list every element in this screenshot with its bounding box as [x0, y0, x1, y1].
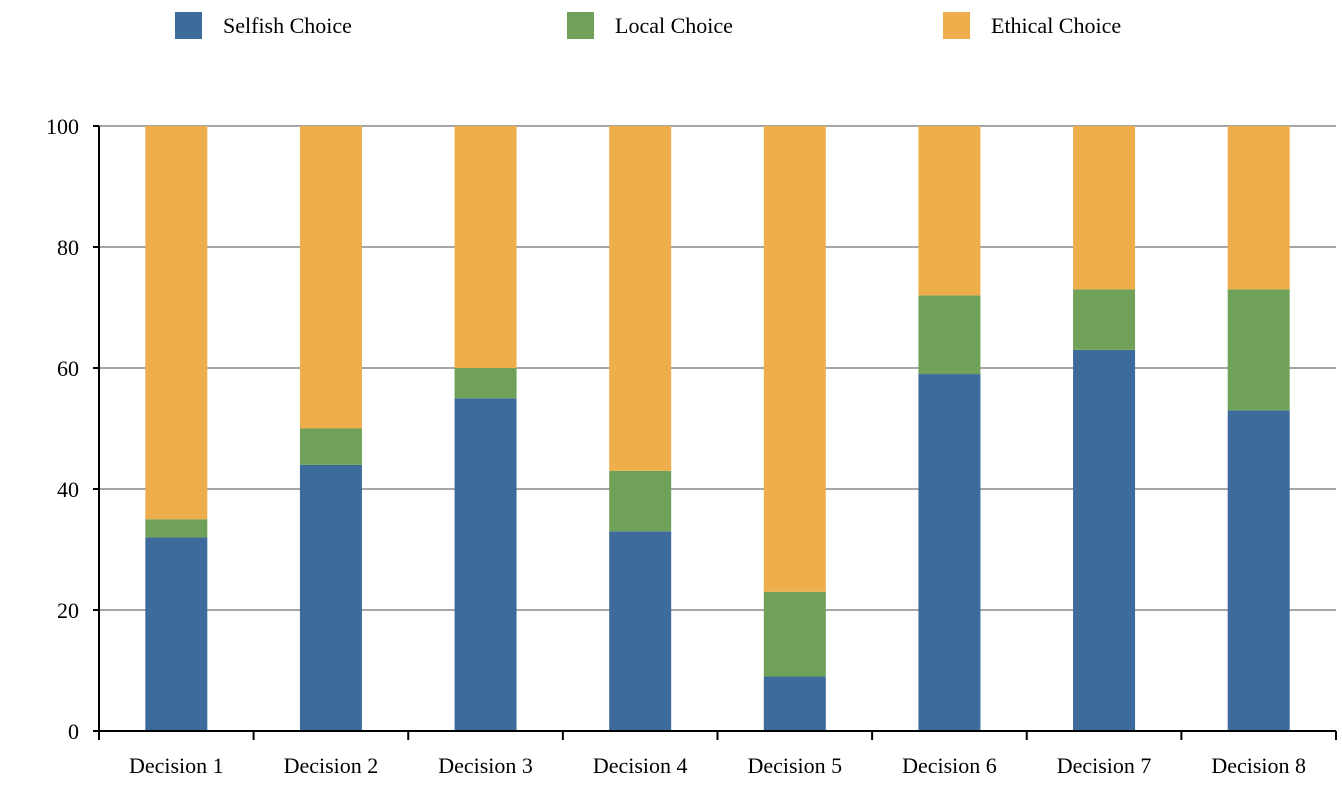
y-tick-label: 40	[57, 477, 79, 502]
bar-segment-ethical-choice	[145, 126, 208, 520]
bar-segment-ethical-choice	[299, 126, 362, 429]
bar-segment-local-choice	[609, 470, 672, 532]
x-tick-label: Decision 7	[1057, 753, 1152, 778]
legend-label: Ethical Choice	[991, 13, 1121, 38]
bar-segment-ethical-choice	[918, 126, 981, 296]
y-tick-label: 0	[68, 719, 79, 744]
legend-swatch	[943, 12, 970, 39]
bar-segment-ethical-choice	[763, 126, 826, 592]
bar-segment-selfish-choice	[918, 374, 981, 731]
bar-segment-selfish-choice	[454, 398, 517, 731]
legend-label: Selfish Choice	[223, 13, 352, 38]
x-tick-label: Decision 5	[747, 753, 842, 778]
bars	[145, 126, 1290, 731]
y-tick-label: 60	[57, 356, 79, 381]
bar-segment-ethical-choice	[609, 126, 672, 471]
bar-segment-ethical-choice	[1073, 126, 1136, 290]
bar-segment-selfish-choice	[299, 464, 362, 731]
bar-segment-selfish-choice	[1073, 349, 1136, 731]
bar-segment-selfish-choice	[1227, 410, 1290, 731]
bar-segment-local-choice	[1227, 289, 1290, 411]
x-tick-label: Decision 3	[438, 753, 533, 778]
x-tick-label: Decision 6	[902, 753, 997, 778]
bar-segment-selfish-choice	[763, 676, 826, 731]
bar-segment-local-choice	[1073, 289, 1136, 350]
bar-segment-local-choice	[454, 368, 517, 399]
bar-segment-selfish-choice	[145, 537, 208, 731]
y-tick-label: 100	[46, 114, 79, 139]
legend-label: Local Choice	[615, 13, 733, 38]
bar-segment-local-choice	[763, 591, 826, 677]
bar-segment-local-choice	[145, 519, 208, 538]
y-tick-label: 80	[57, 235, 79, 260]
x-tick-label: Decision 8	[1211, 753, 1306, 778]
gridlines	[99, 125, 1336, 611]
y-tick-label: 20	[57, 598, 79, 623]
bar-segment-local-choice	[299, 428, 362, 465]
bar-segment-selfish-choice	[609, 531, 672, 731]
bar-segment-ethical-choice	[1227, 126, 1290, 290]
x-tick-label: Decision 1	[129, 753, 224, 778]
bar-segment-local-choice	[918, 295, 981, 375]
x-tick-label: Decision 4	[593, 753, 688, 778]
legend-swatch	[175, 12, 202, 39]
bar-segment-ethical-choice	[454, 126, 517, 368]
legend-swatch	[567, 12, 594, 39]
legend: Selfish Choice Local Choice Ethical Choice	[175, 12, 1121, 39]
axes: 0 20 40 60 80 100 Decision 1 Decision 2 Decision…	[46, 114, 1337, 778]
x-tick-label: Decision 2	[284, 753, 379, 778]
